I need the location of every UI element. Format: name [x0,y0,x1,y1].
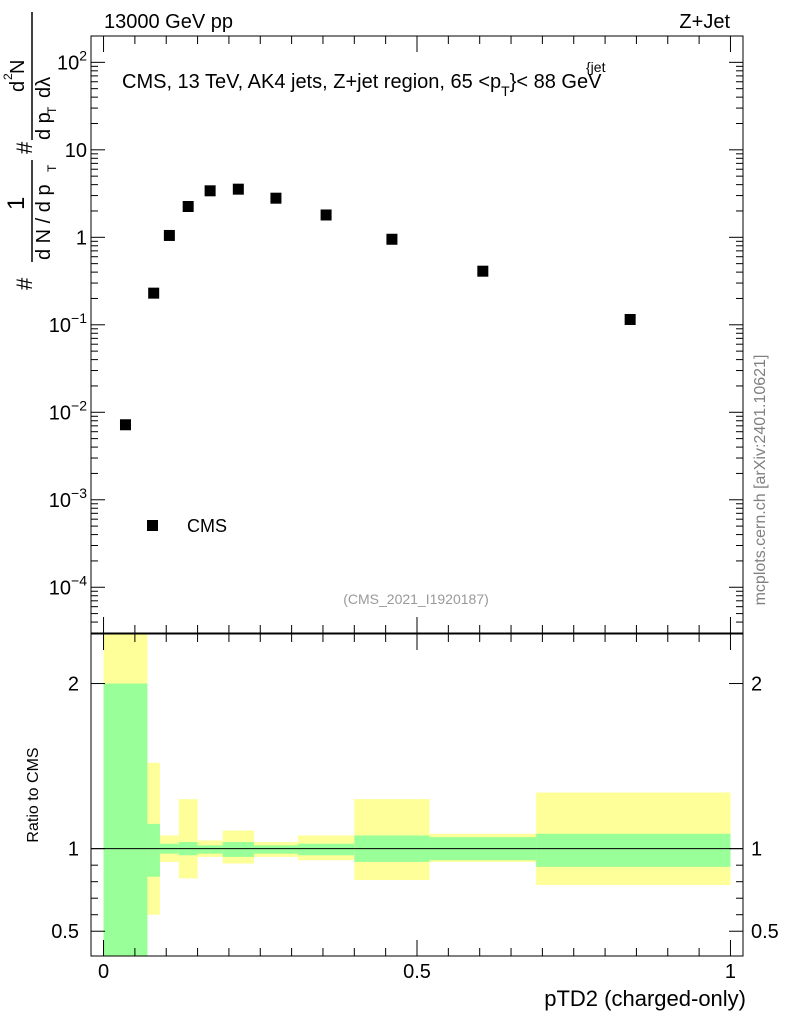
ratio-bands [103,634,731,956]
data-point [320,209,332,221]
chart-title: CMS, 13 TeV, AK4 jets, Z+jet region, 65 … [122,71,602,99]
ratio-frame [90,633,744,957]
ylabel-hash-1: # [12,277,37,290]
side-label: mcplots.cern.ch [arXiv:2401.10621] [752,355,769,606]
data-point [148,287,160,299]
chart-title-sub: T [501,83,510,99]
ratio-total-band [178,799,198,879]
data-point [232,183,244,195]
data-point [204,185,216,197]
chart-title-main: CMS, 13 TeV, AK4 jets, Z+jet region, 65 … [122,71,501,93]
data-point [182,200,194,212]
ylabel-den: d N / d p [33,184,55,260]
energy-label: 13000 GeV pp [104,11,233,33]
main-y-tick-label: 10−3 [49,485,87,512]
legend-marker-cms [147,520,158,531]
x-tick-label: 0.5 [403,961,431,983]
ylabel-num-tail: N [7,60,29,74]
ratio-y-axis-label: Ratio to CMS [25,747,42,842]
ylabel-den-sub: T [45,164,59,172]
ylabel-den2: d p [33,112,55,140]
ratio-y-tick-label-right: 1 [751,839,762,861]
ratio-y-tick-label: 0.5 [51,921,79,943]
ylabel-hash-2: # [12,141,37,154]
main-y-tick-label: 1 [76,227,87,249]
data-points [119,183,636,431]
data-point [386,233,398,245]
data-point [270,192,282,204]
main-y-tick-base: 10 [65,140,87,162]
main-y-tick-label: 10−4 [49,572,87,599]
analysis-id: (CMS_2021_I1920187) [343,591,489,607]
ylabel-den2-tail: dλ [33,77,55,98]
main-y-tick-label: 10 [65,140,87,162]
chart-title-sup: {jet [586,59,606,75]
ratio-stat-band [147,823,160,877]
main-frame [90,35,744,634]
ratio-stat-band [197,845,223,854]
main-y-tick-exp: −3 [71,485,87,501]
main-y-tick-base: 10 [49,315,71,337]
ratio-y-tick-label: 2 [68,674,79,696]
ratio-stat-band [222,842,254,857]
main-y-tick-base: 1 [76,227,87,249]
ratio-stat-band [297,843,355,856]
ratio-stat-band [536,833,731,867]
ratio-y-tick-label: 1 [68,839,79,861]
main-y-tick-base: 10 [49,402,71,424]
main-y-tick-label: 10−2 [49,397,87,424]
ratio-stat-band [254,845,298,854]
ratio-y-axis-ticks: 0.5 0.5 1 1 2 2 [51,674,779,944]
main-y-tick-exp: −4 [71,572,87,588]
main-y-tick-base: 10 [49,490,71,512]
main-y-tick-label: 102 [57,47,87,74]
main-y-tick-exp: −2 [71,397,87,413]
x-tick-label: 1 [725,961,736,983]
ylabel-den2-sub: T [45,106,59,114]
x-axis-ticks: 0 0.5 1 [98,36,736,983]
main-y-tick-exp: 2 [79,47,87,63]
ratio-y-tick-label-right: 2 [751,674,762,696]
data-point [163,229,175,241]
ratio-y-tick-label-right: 0.5 [751,921,779,943]
x-tick-label: 0 [98,961,109,983]
ylabel-num-sup: 2 [1,73,15,80]
data-point [477,265,489,277]
data-point [119,419,131,431]
ylabel-one: 1 [3,197,30,210]
main-y-axis-label: # 1 d N / d p T # d 2 N d p T dλ [1,12,59,290]
process-label: Z+Jet [679,11,730,33]
main-y-tick-label: 10−1 [49,310,87,337]
legend-label-cms: CMS [187,516,227,536]
main-y-tick-exp: −1 [71,310,87,326]
data-point [624,313,636,325]
ylabel-num: d [7,81,29,92]
main-y-tick-base: 10 [49,577,71,599]
ratio-stat-band [103,683,148,956]
x-axis-label: pTD2 (charged-only) [544,986,746,1011]
chart-title-tail: }< 88 GeV [510,71,602,93]
main-y-tick-base: 10 [57,52,79,74]
